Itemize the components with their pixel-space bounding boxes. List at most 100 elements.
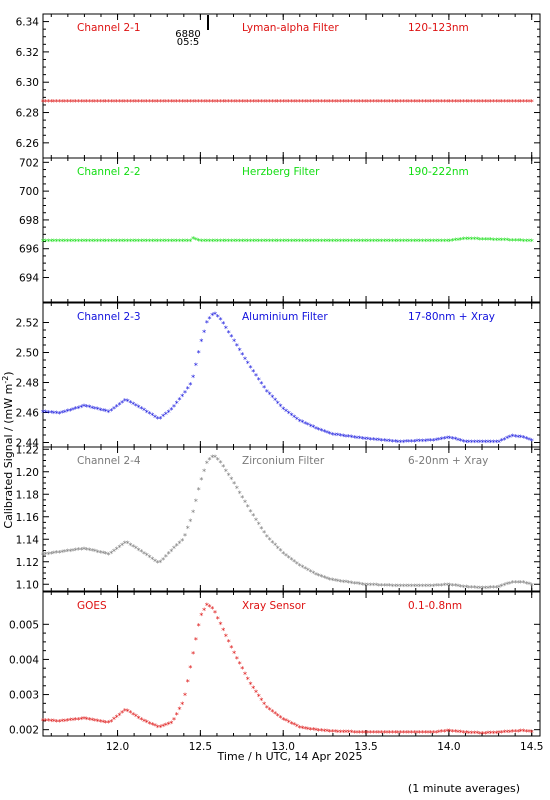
data-point: * [66,548,70,557]
data-point: * [112,238,116,247]
data-point: * [153,413,157,422]
data-point: * [194,497,198,506]
data-point: * [169,547,173,556]
data-point: * [461,438,465,447]
data-point: * [218,98,222,107]
data-point: * [437,436,441,445]
data-point: * [292,98,296,107]
panel-label: Channel 2-4 [77,455,141,467]
data-point: * [426,729,430,738]
data-point: * [199,476,203,485]
data-point: * [382,729,386,738]
data-point: * [317,572,321,581]
data-point: * [385,582,389,591]
data-point: * [238,98,242,107]
data-point: * [104,238,108,247]
data-point: * [412,238,416,247]
data-point: * [153,238,157,247]
data-point: * [522,727,526,736]
data-point: * [412,729,416,738]
data-point: * [358,729,362,738]
data-point: * [371,729,375,738]
data-point: * [49,238,53,247]
data-point: * [500,583,504,592]
data-point: * [456,583,460,592]
data-point: * [87,404,91,413]
data-point: * [287,409,291,418]
data-point: * [434,729,438,738]
data-point: * [360,98,364,107]
data-point: * [96,238,100,247]
data-point: * [388,98,392,107]
data-point: * [481,730,485,739]
data-point: * [126,397,130,406]
data-point: * [44,551,48,560]
data-point: * [295,238,299,247]
data-point: * [371,436,375,445]
data-point: * [289,720,293,729]
data-point: * [240,98,244,107]
data-point: * [352,238,356,247]
data-point: * [232,650,236,659]
data-point: * [418,729,422,738]
panel-label: Aluminium Filter [242,311,328,323]
data-point: * [224,632,228,641]
data-point: * [197,486,201,495]
panel-frame [42,13,541,159]
data-point: * [156,723,160,732]
data-point: * [448,582,452,591]
data-point: * [186,678,190,687]
data-point: * [276,712,280,721]
data-point: * [358,581,362,590]
data-point: * [309,568,313,577]
data-point: * [74,547,78,556]
data-point: * [131,400,135,409]
data-point: * [347,98,351,107]
data-point: * [478,730,482,739]
data-point: * [396,98,400,107]
data-point: * [401,98,405,107]
data-point: * [142,718,146,727]
data-point: * [79,716,83,725]
data-point: * [399,729,403,738]
data-point: * [511,98,515,107]
data-point: * [339,578,343,587]
data-point: * [418,238,422,247]
data-point: * [470,236,474,245]
data-point: * [410,583,414,592]
data-point: * [117,711,121,720]
data-point: * [363,98,367,107]
data-point: * [486,98,490,107]
data-point: * [248,364,252,373]
data-point: * [96,717,100,726]
data-point: * [218,316,222,325]
data-point: * [431,729,435,738]
data-point: * [489,584,493,593]
data-point: * [265,388,269,397]
data-point: * [431,437,435,446]
y-tick-label: 1.12 [16,557,39,569]
data-point: * [421,583,425,592]
y-tick-label: 6.32 [16,47,39,59]
data-point: * [516,728,520,737]
data-point: * [445,238,449,247]
panel-label: Herzberg Filter [242,166,320,178]
data-point: * [257,98,261,107]
data-point: * [107,719,111,728]
data-point: * [511,579,515,588]
panel-label: Xray Sensor [242,600,306,612]
data-point: * [202,328,206,337]
data-point: * [380,98,384,107]
data-point: * [281,550,285,559]
data-point: * [156,559,160,568]
data-point: * [52,409,56,418]
data-point: * [475,236,479,245]
data-point: * [172,716,176,725]
data-point: * [279,98,283,107]
panel-3: 2.44 2.46 2.48 2.50 2.52 Channel 2-3 Aluminium… [16,302,541,450]
data-point: * [527,436,531,445]
data-point: * [314,727,318,736]
data-point: * [363,729,367,738]
data-point: * [298,417,302,426]
data-point: * [350,579,354,588]
